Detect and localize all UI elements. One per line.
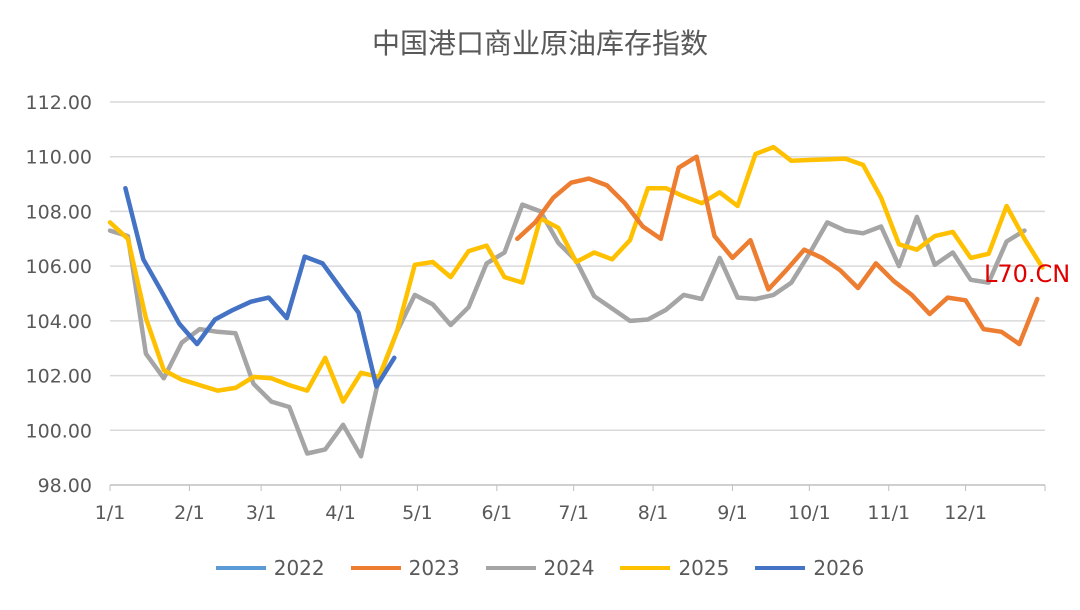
chart-title: 中国港口商业原油库存指数 [371, 27, 708, 60]
y-tick-label: 102.00 [26, 366, 92, 388]
x-tick-label: 7/1 [558, 502, 589, 524]
legend-swatch [215, 566, 266, 570]
legend-swatch [485, 566, 536, 570]
legend-item-2024: 2024 [485, 556, 595, 580]
y-tick-label: 100.00 [26, 420, 92, 442]
x-tick-label: 9/1 [717, 502, 748, 524]
series-line-2024 [107, 202, 1027, 459]
x-tick-label: 10/1 [788, 502, 831, 524]
legend-label: 2024 [543, 556, 595, 580]
legend-swatch [755, 566, 806, 570]
x-tick-label: 1/1 [95, 502, 126, 524]
legend-swatch [350, 566, 401, 570]
y-tick-label: 110.00 [26, 147, 92, 169]
legend-item-2025: 2025 [620, 556, 729, 580]
legend-item-2023: 2023 [350, 556, 460, 580]
x-tick-label: 2/1 [174, 502, 205, 524]
y-tick-label: 112.00 [26, 92, 92, 114]
x-tick-label: 4/1 [325, 502, 356, 524]
y-tick-label: 108.00 [26, 201, 92, 223]
x-tick-label: 12/1 [944, 502, 987, 524]
x-tick-label: 5/1 [402, 502, 433, 524]
x-tick-label: 3/1 [246, 502, 277, 524]
x-tick-label: 8/1 [638, 502, 669, 524]
legend-swatch [620, 566, 671, 570]
x-tick-label: 11/1 [867, 502, 910, 524]
y-tick-label: 106.00 [26, 256, 92, 278]
legend: 2022 2023 2024 2025 2026 [0, 556, 1080, 580]
watermark: L70.CN [984, 260, 1071, 288]
legend-label: 2023 [408, 556, 460, 580]
series-line-2023 [515, 154, 1040, 347]
legend-label: 2022 [273, 556, 325, 580]
series-line-2025 [107, 144, 1045, 404]
legend-item-2022: 2022 [215, 556, 325, 580]
series-line-2026 [123, 185, 397, 389]
legend-label: 2025 [678, 556, 730, 580]
y-tick-label: 104.00 [26, 311, 92, 333]
y-tick-label: 98.00 [38, 475, 92, 497]
legend-item-2026: 2026 [755, 556, 864, 580]
legend-label: 2026 [813, 556, 865, 580]
x-tick-label: 6/1 [482, 502, 513, 524]
